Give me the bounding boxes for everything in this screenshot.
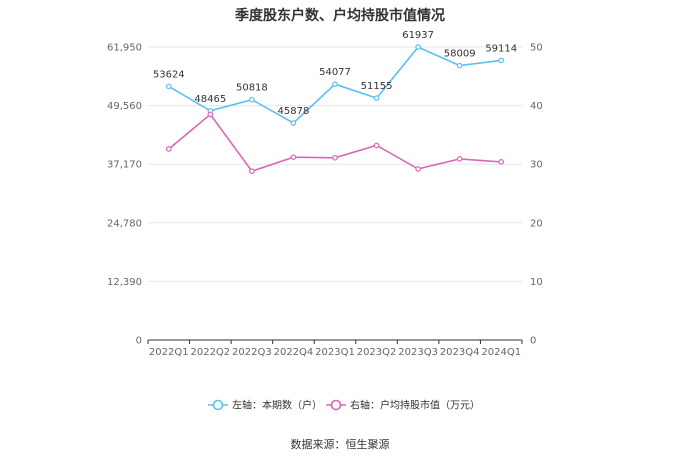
left-axis-tick-label: 12,390: [107, 277, 142, 288]
x-axis-tick-label: 2023Q2: [357, 347, 397, 358]
left-series-point: [249, 96, 255, 103]
legend-label: 左轴：本期数（户）: [232, 399, 322, 412]
left-series-point: [373, 95, 380, 101]
right-series-point: [498, 159, 505, 165]
right-series-point: [456, 156, 463, 162]
left-series-point: [456, 62, 463, 69]
data-label: 50818: [236, 83, 268, 94]
right-series-point: [332, 154, 338, 161]
x-axis-tick-label: 2023Q4: [440, 347, 480, 358]
data-label: 58009: [444, 49, 476, 60]
left-axis-tick-label: 61,950: [107, 43, 142, 54]
x-axis-tick-label: 2024Q1: [481, 347, 521, 358]
x-axis-tick-label: 2023Q3: [398, 347, 438, 358]
left-axis-tick-label: 0: [136, 336, 142, 347]
left-series-point: [415, 44, 421, 50]
right-series-point: [249, 168, 255, 175]
right-axis-tick-label: 10: [530, 277, 543, 288]
data-label: 51155: [361, 81, 393, 92]
right-axis-tick-label: 30: [530, 160, 543, 171]
left-series-point: [332, 81, 338, 88]
left-series-point: [290, 120, 297, 126]
x-axis-tick-label: 2022Q4: [274, 347, 314, 358]
left-series-point: [165, 83, 172, 90]
data-label: 53624: [153, 69, 185, 80]
legend-marker: [212, 399, 224, 411]
right-series-point: [415, 166, 421, 172]
right-axis-tick-label: 20: [530, 218, 543, 229]
legend-marker: [330, 399, 342, 411]
right-series-line: [168, 113, 502, 173]
data-label: 54077: [319, 67, 351, 78]
left-axis-tick-label: 24,780: [107, 218, 142, 229]
x-axis-tick-label: 2022Q3: [232, 347, 272, 358]
right-axis-tick-label: 40: [530, 101, 543, 112]
left-series-point: [498, 57, 505, 64]
x-axis-tick-label: 2023Q1: [315, 347, 355, 358]
right-series-point: [165, 146, 172, 152]
data-label: 45878: [278, 106, 310, 117]
right-series-point: [290, 154, 297, 160]
right-axis-tick-label: 0: [530, 336, 536, 347]
chart-title: 季度股东户数、户均持股市值情况: [235, 8, 445, 24]
right-series-point: [207, 111, 214, 118]
x-axis-tick-label: 2022Q2: [190, 347, 230, 358]
right-axis-tick-label: 50: [530, 43, 543, 54]
legend-label: 右轴：户均持股市值（万元）: [350, 399, 480, 412]
data-label: 61937: [402, 30, 434, 41]
right-series-point: [373, 142, 380, 149]
data-label: 59114: [485, 43, 517, 54]
left-axis-tick-label: 37,170: [107, 160, 142, 171]
left-axis-tick-label: 49,560: [107, 101, 142, 112]
x-axis-tick-label: 2022Q1: [149, 347, 189, 358]
data-label: 48465: [194, 94, 226, 105]
data-source: 数据来源：恒生聚源: [290, 438, 390, 451]
